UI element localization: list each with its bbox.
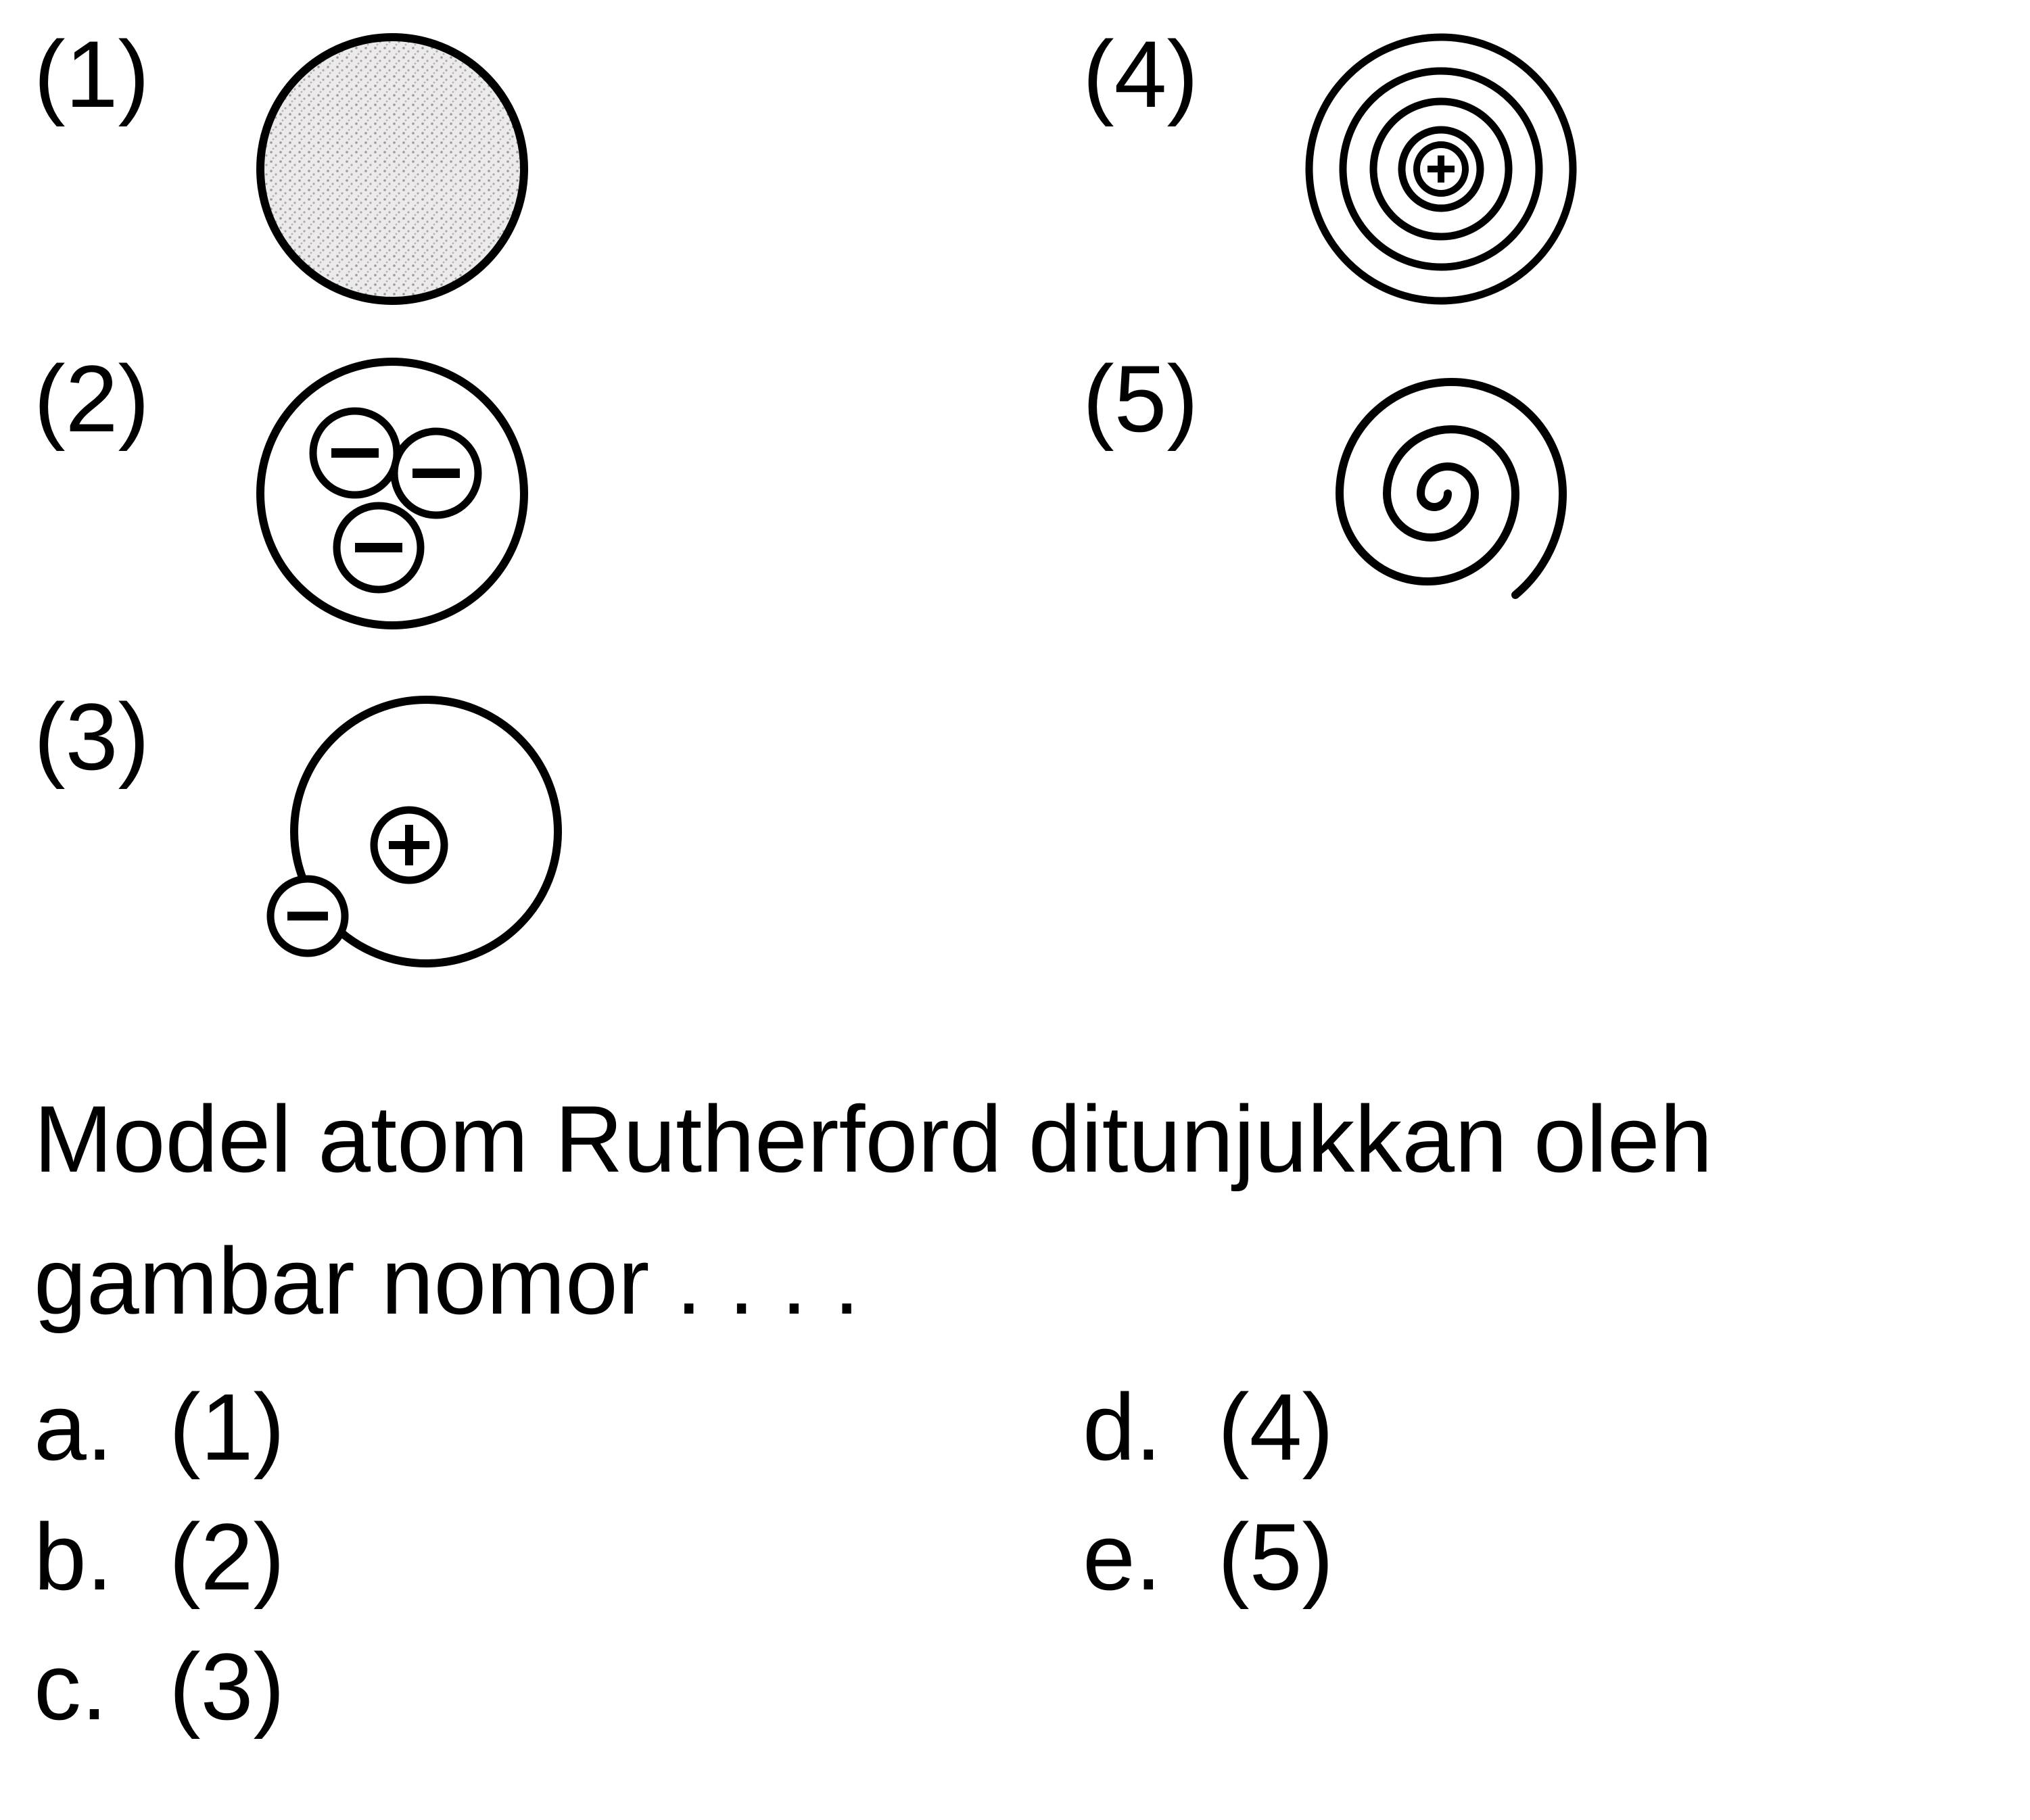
option-a-letter: a.	[34, 1372, 115, 1482]
diagram-3: (3)	[34, 690, 947, 1001]
diagram-5-label: (5)	[1083, 352, 1258, 446]
diagram-4-label: (4)	[1083, 27, 1258, 122]
option-b-letter: b.	[34, 1502, 115, 1612]
diagram-3-label: (3)	[34, 690, 210, 784]
diagram-grid: (1) (4)	[34, 27, 1996, 1001]
diagram-2: (2)	[34, 352, 947, 649]
option-c: c. (3)	[34, 1632, 947, 1742]
options-grid: a. (1) d. (4) b. (2) e. (5) c. (3)	[34, 1372, 1996, 1742]
option-b: b. (2)	[34, 1502, 947, 1612]
option-a: a. (1)	[34, 1372, 947, 1482]
diagram-5-figure	[1299, 352, 1597, 649]
option-a-value: (1)	[169, 1372, 285, 1482]
diagram-4-figure	[1299, 27, 1583, 311]
option-e-letter: e.	[1083, 1502, 1164, 1612]
diagram-4: (4)	[1083, 27, 1996, 311]
diagram-1: (1)	[34, 27, 947, 311]
diagram-2-figure	[250, 352, 534, 636]
option-d-letter: d.	[1083, 1372, 1164, 1482]
diagram-1-figure	[250, 27, 534, 311]
question-text: Model atom Rutherford ditunjukkan oleh g…	[34, 1068, 1996, 1352]
option-c-value: (3)	[169, 1632, 285, 1742]
diagram-3-figure	[250, 690, 575, 1001]
option-d: d. (4)	[1083, 1372, 1996, 1482]
option-e-value: (5)	[1218, 1502, 1333, 1612]
diagram-1-label: (1)	[34, 27, 210, 122]
option-e: e. (5)	[1083, 1502, 1996, 1612]
option-b-value: (2)	[169, 1502, 285, 1612]
option-c-letter: c.	[34, 1632, 115, 1742]
option-d-value: (4)	[1218, 1372, 1333, 1482]
diagram-5: (5)	[1083, 352, 1996, 649]
diagram-2-label: (2)	[34, 352, 210, 446]
